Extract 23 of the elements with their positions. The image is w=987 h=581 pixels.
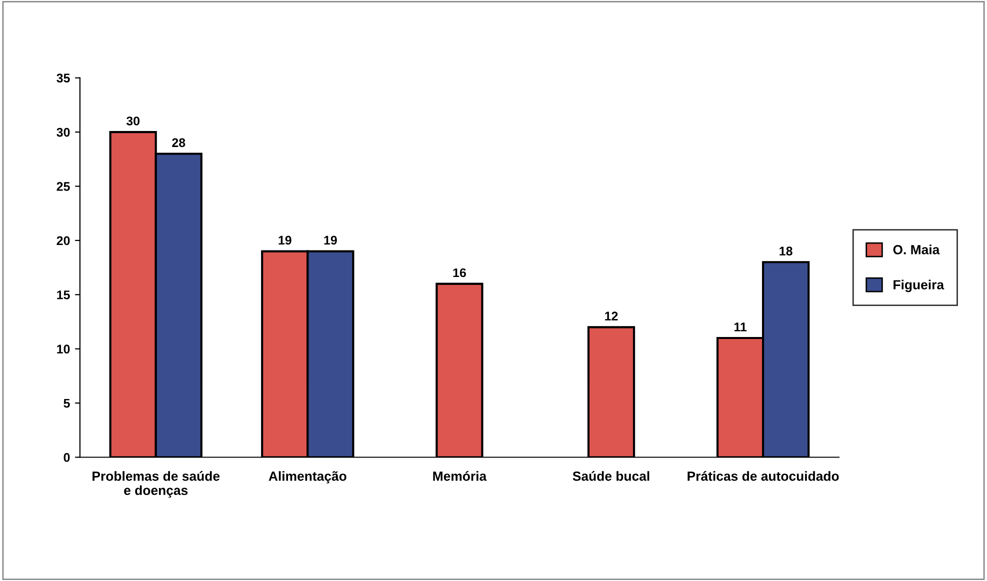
data-label: 16	[453, 268, 466, 278]
y-tick-label: 20	[56, 236, 70, 246]
legend-label: Figueira	[894, 280, 944, 292]
data-label: 18	[780, 246, 792, 256]
y-tick-label: 0	[64, 453, 70, 462]
data-label: 19	[278, 236, 292, 245]
data-label: 28	[172, 138, 186, 148]
x-tick-label: Problemas de saúde e doenças	[92, 471, 220, 498]
data-label: 30	[126, 116, 140, 126]
legend-label: O. Maia	[893, 244, 940, 254]
y-tick-label: 35	[56, 74, 70, 83]
x-tick-label: Memória	[433, 471, 487, 481]
y-tick-label: 15	[57, 290, 70, 300]
x-tick-label: Práticas de autocuidado	[688, 471, 839, 481]
y-tick-label: 25	[56, 182, 70, 191]
data-label: 11	[734, 322, 747, 332]
y-tick-label: 10	[57, 344, 70, 354]
y-tick-label: 5	[64, 398, 70, 408]
data-label: 19	[324, 236, 337, 245]
data-label: 12	[605, 312, 618, 320]
x-tick-label: Alimentação	[268, 471, 346, 484]
y-tick-label: 30	[56, 128, 70, 137]
x-tick-label: Saúde bucal	[572, 471, 650, 481]
